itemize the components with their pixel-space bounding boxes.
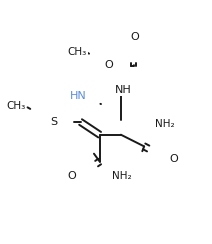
- Text: NH₂: NH₂: [112, 171, 132, 181]
- Text: O: O: [68, 171, 76, 181]
- Text: O: O: [170, 154, 178, 163]
- Text: CH₃: CH₃: [68, 48, 87, 57]
- Text: NH: NH: [114, 85, 131, 95]
- Text: S: S: [50, 117, 58, 127]
- Text: O: O: [105, 60, 114, 70]
- Text: HN: HN: [70, 92, 87, 101]
- Text: NH₂: NH₂: [155, 120, 174, 129]
- Text: O: O: [130, 32, 139, 41]
- Text: CH₃: CH₃: [6, 101, 25, 111]
